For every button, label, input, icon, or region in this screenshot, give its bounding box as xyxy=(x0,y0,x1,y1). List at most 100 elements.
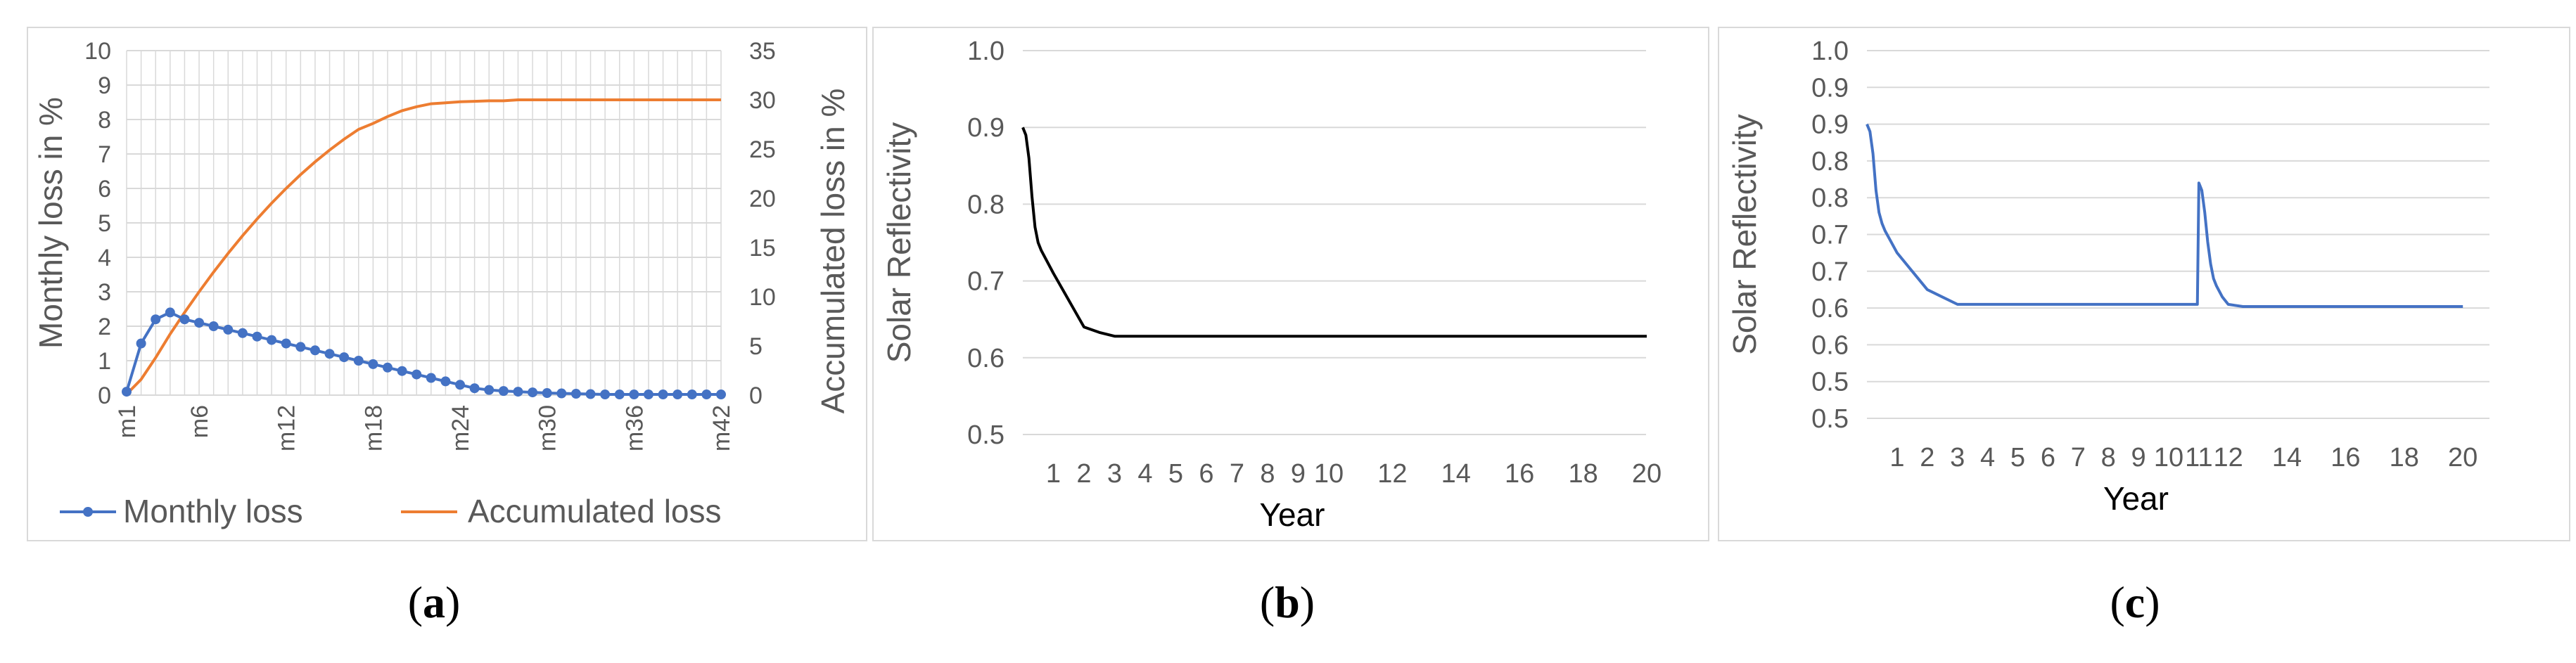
y-tick-label: 0.5 xyxy=(1811,404,1849,434)
y-tick-label: 0.7 xyxy=(1811,221,1849,250)
y-right-tick-label: 10 xyxy=(749,284,776,311)
data-point-monthly-loss xyxy=(339,352,350,363)
x-tick-label: 14 xyxy=(1441,459,1471,489)
y-tick-label: 9 xyxy=(98,72,111,99)
chart-panel-a: 0 1 2 3 4 5 6 7 8 9 10 0 5 10 15 20 25 30 35 m1 m6 m12 m18 m24 m… xyxy=(27,27,867,541)
chart-a-svg: 0 1 2 3 4 5 6 7 8 9 10 0 5 10 15 20 25 30 35 m1 m6 m12 m18 m24 m… xyxy=(32,38,851,529)
data-point-monthly-loss xyxy=(570,389,581,399)
y-tick-label: 0.6 xyxy=(1811,294,1849,323)
data-point-monthly-loss xyxy=(716,390,726,400)
x-tick-label: 2 xyxy=(1076,459,1091,489)
data-point-monthly-loss xyxy=(585,389,596,399)
y-tick-label: 0.8 xyxy=(1811,184,1849,213)
data-point-monthly-loss xyxy=(658,390,668,400)
y-tick-label: 0.9 xyxy=(967,113,1005,143)
caption-c: (c) xyxy=(2110,577,2160,627)
data-point-monthly-loss xyxy=(252,331,262,342)
data-point-monthly-loss xyxy=(498,386,509,397)
chart-panel-b: 0.5 0.6 0.7 0.8 0.9 1.0 1 2 3 4 5 6 7 8 9 10 12 14 16 18 20 Y… xyxy=(872,27,1709,541)
legend-label-monthly-loss: Monthly loss xyxy=(123,493,303,529)
x-tick-label: 20 xyxy=(1632,459,1662,489)
data-point-monthly-loss xyxy=(310,345,320,356)
data-point-monthly-loss xyxy=(324,349,335,359)
y-right-tick-label: 0 xyxy=(749,382,763,409)
y-tick-label: 4 xyxy=(98,245,111,271)
chart-b-svg: 0.50.60.70.80.91.01 2 3 4 5 6 7 8 9 10 12 14 16 18 20Y… xyxy=(881,37,1662,533)
y-tick-label: 7 xyxy=(98,141,111,168)
x-axis-title: Year xyxy=(1260,496,1325,533)
data-point-monthly-loss xyxy=(397,366,407,376)
data-point-monthly-loss xyxy=(267,335,277,345)
y-tick-label: 1.0 xyxy=(1811,37,1849,66)
y-tick-label: 0.7 xyxy=(967,267,1005,297)
y-tick-label: 0.9 xyxy=(1811,110,1849,140)
x-tick-label: 6 xyxy=(2041,443,2055,472)
series-line-solar-reflectivity xyxy=(1866,123,2463,309)
data-point-monthly-loss xyxy=(455,380,466,390)
x-tick-label: 5 xyxy=(1168,459,1183,489)
data-point-monthly-loss xyxy=(426,373,436,383)
x-tick-label: 12 xyxy=(2213,443,2243,472)
y-tick-label: 2 xyxy=(98,314,111,340)
x-tick-label: m24 xyxy=(447,405,474,451)
y-tick-label: 1 xyxy=(98,348,111,375)
x-tick-label: 18 xyxy=(1568,459,1598,489)
data-point-monthly-loss xyxy=(237,328,248,338)
data-point-monthly-loss xyxy=(136,338,146,349)
data-point-monthly-loss xyxy=(469,383,480,394)
data-point-monthly-loss xyxy=(179,314,190,325)
caption-a: (a) xyxy=(407,577,461,627)
x-tick-label: m18 xyxy=(360,405,387,451)
y-tick-label: 0.8 xyxy=(1811,147,1849,176)
data-point-monthly-loss xyxy=(165,307,175,318)
y-axis-title: Monthly loss in % xyxy=(32,97,69,349)
y-right-tick-label: 5 xyxy=(749,333,763,360)
x-tick-label: 8 xyxy=(2101,443,2116,472)
y-right-tick-label: 25 xyxy=(749,136,776,163)
chart-panel-c: 0.5 0.5 0.6 0.6 0.7 0.7 0.8 0.8 0.9 0.9 1.0 1 2 3 4 5 6 7… xyxy=(1718,27,2570,541)
x-tick-label: 4 xyxy=(1137,459,1152,489)
x-tick-label: 14 xyxy=(2272,443,2302,472)
y-tick-label: 8 xyxy=(98,107,111,134)
y-tick-label: 0 xyxy=(98,382,111,409)
data-point-monthly-loss xyxy=(614,390,625,400)
series-line-solar-reflectivity xyxy=(1021,127,1647,338)
x-tick-label: 1 xyxy=(1046,459,1061,489)
x-tick-label: 12 xyxy=(1377,459,1407,489)
y-right-tick-label: 15 xyxy=(749,235,776,262)
x-tick-label: m42 xyxy=(708,405,735,451)
y-tick-label: 0.8 xyxy=(967,190,1005,219)
x-tick-label: 9 xyxy=(2131,443,2146,472)
y-right-tick-label: 35 xyxy=(749,38,776,65)
y-tick-label: 0.5 xyxy=(967,420,1005,450)
x-tick-label: 5 xyxy=(2010,443,2025,472)
y-right-tick-label: 30 xyxy=(749,87,776,114)
x-tick-label: 3 xyxy=(1950,443,1965,472)
chart-c-svg: 0.50.50.60.60.70.70.80.80.90.91.01 2 3 4 5 6 7… xyxy=(1726,37,2489,517)
x-tick-label: 3 xyxy=(1107,459,1122,489)
data-point-monthly-loss xyxy=(556,388,567,399)
caption-b: (b) xyxy=(1259,577,1315,627)
data-point-monthly-loss xyxy=(281,338,291,349)
data-point-monthly-loss xyxy=(513,387,523,397)
y-tick-label: 1.0 xyxy=(967,37,1005,66)
legend-label-accumulated-loss: Accumulated loss xyxy=(468,493,722,529)
y-tick-label: 0.9 xyxy=(1811,73,1849,103)
x-tick-label: m36 xyxy=(621,405,648,451)
x-tick-label: 10 xyxy=(1314,459,1344,489)
data-point-monthly-loss xyxy=(542,388,552,399)
x-tick-label: 20 xyxy=(2448,443,2478,472)
data-point-monthly-loss xyxy=(368,359,378,369)
data-point-monthly-loss xyxy=(353,356,364,366)
x-tick-label: 18 xyxy=(2390,443,2419,472)
x-tick-label: m12 xyxy=(274,405,300,451)
x-tick-label: 7 xyxy=(1230,459,1244,489)
x-axis-title: Year xyxy=(2103,480,2169,517)
data-point-monthly-loss xyxy=(484,385,495,395)
y-tick-label: 3 xyxy=(98,279,111,306)
x-tick-label: 16 xyxy=(2330,443,2360,472)
data-point-monthly-loss xyxy=(122,387,132,397)
y-tick-label: 10 xyxy=(84,38,111,65)
y-right-tick-label: 20 xyxy=(749,186,776,212)
data-point-monthly-loss xyxy=(701,390,712,400)
